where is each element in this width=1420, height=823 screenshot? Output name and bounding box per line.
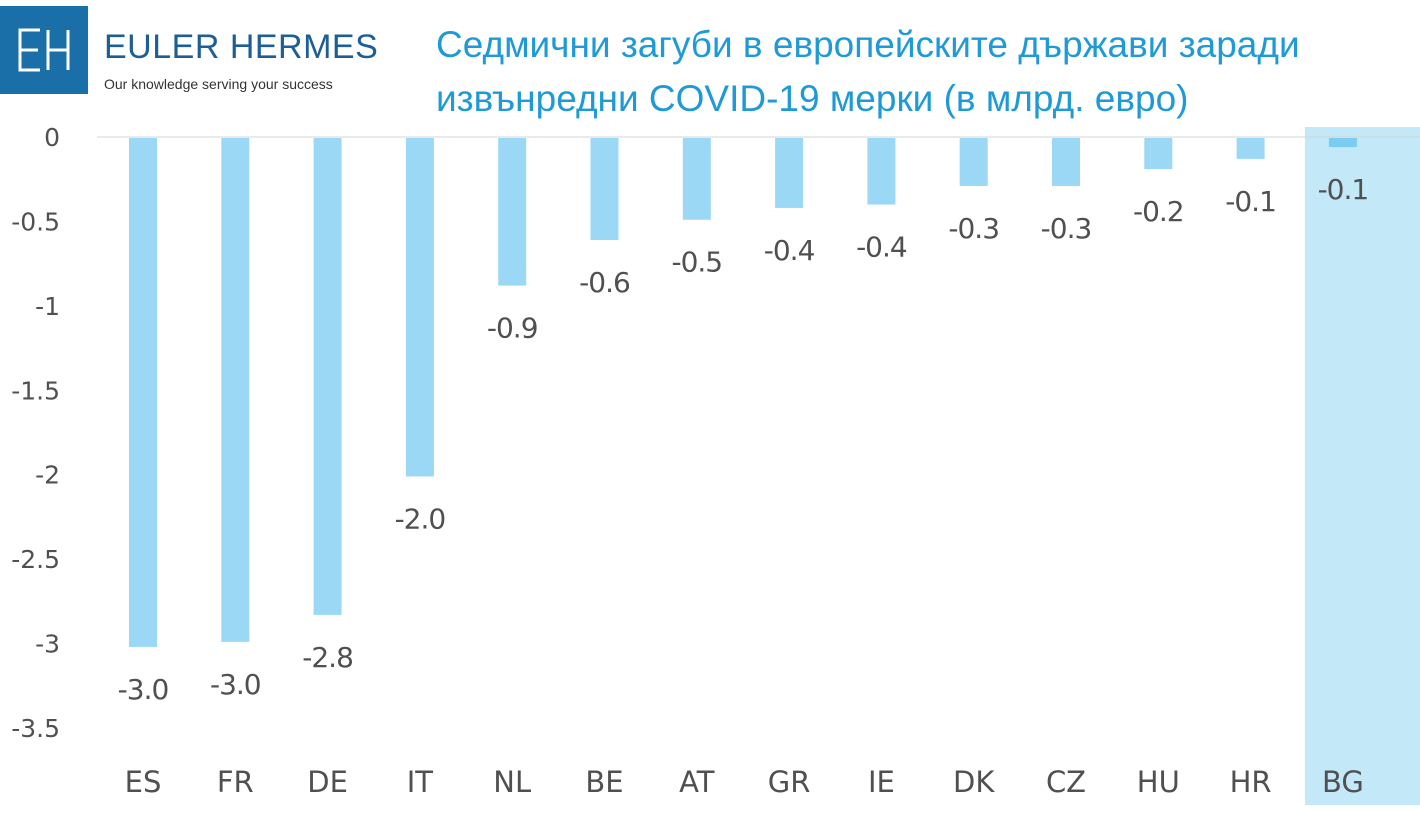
- y-tick-label: -2: [35, 461, 60, 490]
- eh-monogram-icon: [18, 28, 70, 72]
- y-tick-label: -1: [35, 292, 60, 321]
- data-label: -0.1: [1225, 185, 1276, 218]
- y-tick-label: -3.5: [11, 714, 60, 743]
- bar-es: [129, 138, 157, 647]
- x-tick-label: GR: [768, 765, 811, 799]
- bar-de: [313, 138, 342, 615]
- bar-be: [590, 138, 619, 241]
- y-tick-label: -3: [35, 630, 60, 659]
- data-label: -0.4: [764, 234, 815, 267]
- y-tick-label: -0.5: [11, 207, 60, 236]
- bar-gr: [775, 138, 804, 208]
- x-tick-label: NL: [493, 765, 531, 799]
- bar-at: [682, 138, 711, 220]
- bar-it: [405, 138, 434, 477]
- x-tick-label: BE: [585, 765, 623, 799]
- x-tick-label: IT: [407, 765, 434, 799]
- bar-nl: [498, 138, 527, 286]
- data-label: -0.1: [1318, 173, 1369, 206]
- bar-ie: [867, 138, 896, 205]
- data-label: -0.3: [1041, 212, 1092, 245]
- x-tick-label: CZ: [1046, 765, 1086, 799]
- data-label: -0.2: [1133, 195, 1184, 228]
- highlight-band: [1304, 127, 1420, 805]
- bar-dk: [959, 138, 988, 186]
- chart-title: Седмични загуби в европейските държави з…: [436, 24, 1300, 119]
- data-label: -0.9: [487, 312, 538, 345]
- bar-hr: [1236, 138, 1265, 159]
- euler-hermes-logo-icon: [0, 6, 88, 94]
- y-tick-label: 0: [44, 123, 60, 152]
- data-label: -0.3: [948, 212, 999, 245]
- data-label: -3.0: [210, 668, 261, 701]
- y-tick-label: -2.5: [11, 545, 60, 574]
- x-tick-label: IE: [868, 765, 895, 799]
- data-label: -0.4: [856, 231, 907, 264]
- x-tick-label: BG: [1322, 765, 1364, 799]
- x-tick-label: DK: [953, 765, 995, 799]
- x-tick-label: HR: [1230, 765, 1272, 799]
- bar-cz: [1052, 138, 1080, 186]
- x-tick-label: FR: [217, 765, 254, 799]
- y-tick-label: -1.5: [11, 376, 60, 405]
- x-tick-label: AT: [679, 765, 715, 799]
- data-label: -2.0: [395, 502, 446, 535]
- brand-name: EULER HERMES: [104, 28, 379, 66]
- data-label: -0.6: [579, 266, 630, 299]
- x-tick-label: HU: [1137, 765, 1180, 799]
- x-tick-label: DE: [307, 765, 348, 799]
- bar-bg: [1328, 138, 1357, 148]
- brand-tagline: Our knowledge serving your success: [104, 76, 333, 92]
- header: EULER HERMES Our knowledge serving your …: [0, 0, 1420, 125]
- data-label: -3.0: [118, 673, 169, 706]
- bar-fr: [221, 138, 250, 642]
- bar-hu: [1144, 138, 1173, 170]
- data-label: -2.8: [302, 641, 353, 674]
- data-label: -0.5: [671, 246, 722, 279]
- x-tick-label: ES: [125, 765, 162, 799]
